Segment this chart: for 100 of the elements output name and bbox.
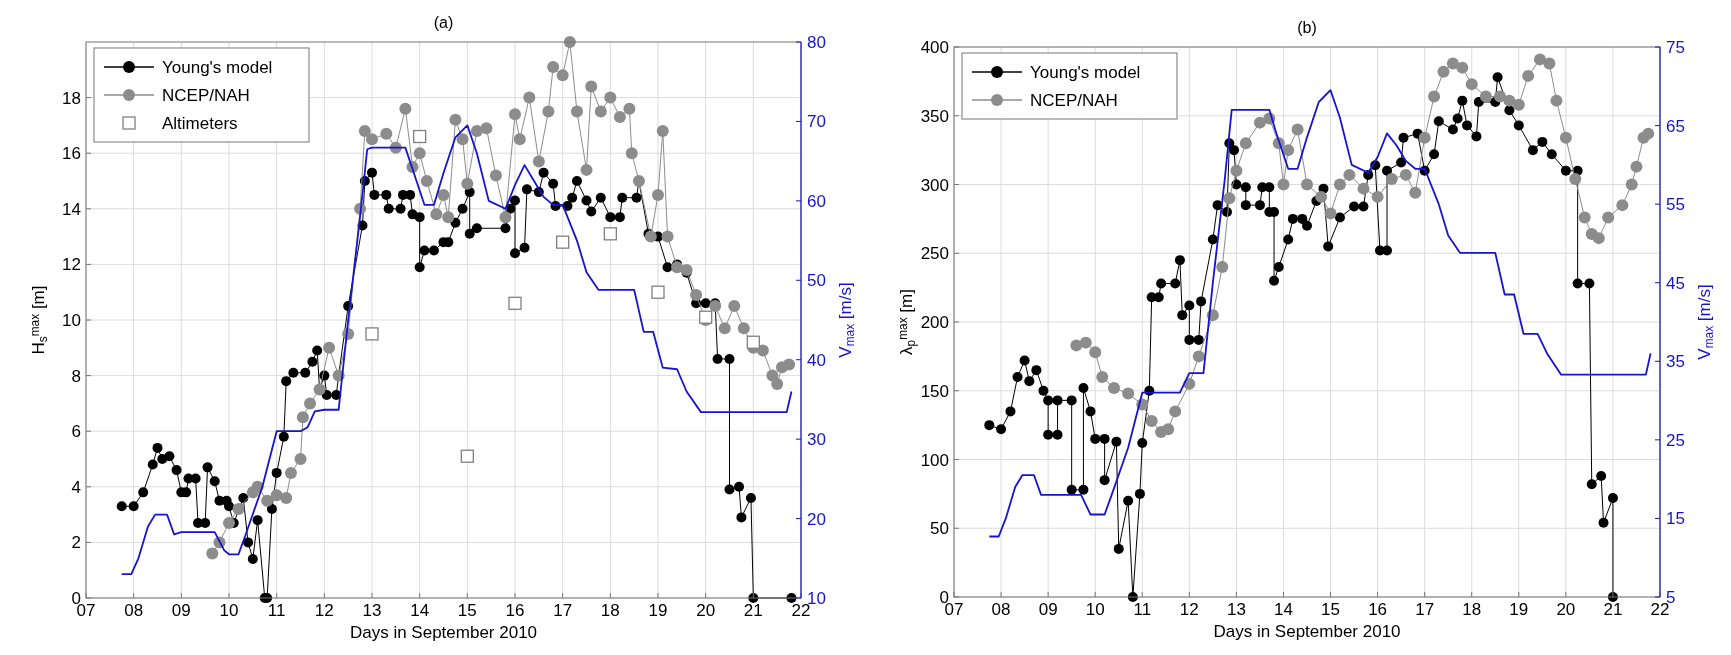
y2-tick-label: 65 — [1666, 116, 1685, 136]
point — [1301, 178, 1313, 191]
x-tick-label: 09 — [171, 601, 191, 620]
point — [1122, 387, 1135, 400]
x-tick-label: 15 — [457, 601, 477, 620]
point — [1192, 350, 1205, 363]
x-tick-label: 16 — [1368, 600, 1388, 619]
legend-label: Young's model — [162, 58, 273, 77]
x-tick-label: 20 — [1556, 600, 1576, 619]
y2-tick-label: 15 — [1666, 509, 1685, 529]
y-tick-label: 100 — [920, 450, 949, 470]
point — [1456, 61, 1469, 74]
point — [1108, 382, 1121, 394]
point — [1282, 144, 1295, 157]
y2-tick-label: 50 — [807, 271, 826, 291]
y-tick-label: 350 — [920, 106, 949, 126]
y-tick-label: 150 — [920, 381, 949, 401]
point — [1315, 190, 1328, 203]
y2-tick-label: 70 — [807, 112, 826, 132]
legend-label: Young's model — [1030, 63, 1141, 82]
x-tick-label: 17 — [1415, 600, 1435, 619]
y-tick-label: 300 — [920, 175, 949, 195]
x-tick-label: 18 — [1462, 600, 1482, 619]
point — [1371, 190, 1384, 203]
point — [1216, 261, 1229, 273]
y-tick-label: 250 — [920, 244, 949, 264]
legend-label: NCEP/NAH — [1030, 91, 1118, 110]
x-axis-title: Days in September 2010 — [1213, 622, 1401, 641]
y-tick-label: 2 — [71, 533, 81, 553]
y-tick-label: 400 — [920, 38, 949, 57]
point — [1079, 336, 1092, 349]
y2-tick-label: 20 — [807, 509, 826, 529]
x-tick-label: 08 — [124, 601, 144, 620]
point — [1465, 78, 1478, 91]
x-tick-label: 10 — [219, 601, 239, 620]
x-tick-label: 12 — [314, 601, 334, 620]
x-axis-title: Days in September 2010 — [349, 623, 538, 642]
point — [1333, 178, 1346, 191]
legend-label: NCEP/NAH — [162, 86, 250, 105]
x-tick-label: 13 — [362, 601, 382, 620]
y-tick-label: 8 — [71, 366, 81, 386]
point — [603, 227, 617, 241]
y-tick-label: 18 — [62, 88, 81, 108]
point — [1223, 192, 1236, 205]
point — [1559, 131, 1572, 144]
x-tick-label: 17 — [553, 601, 573, 620]
y2-tick-label: 40 — [807, 350, 826, 370]
point — [508, 296, 522, 310]
point — [1230, 164, 1243, 177]
point — [1592, 232, 1605, 245]
point — [1385, 173, 1398, 185]
y2-tick-label: 25 — [1666, 430, 1685, 450]
x-tick-label: 18 — [600, 601, 620, 620]
x-tick-label: 10 — [1085, 600, 1105, 619]
point — [1642, 127, 1655, 140]
y-tick-label: 50 — [930, 519, 949, 539]
point — [1169, 405, 1182, 418]
point — [1533, 53, 1546, 66]
point — [1503, 94, 1516, 107]
x-tick-label: 09 — [1038, 600, 1058, 619]
chart-title: (a) — [433, 14, 454, 31]
point — [1437, 65, 1450, 78]
point — [1089, 346, 1102, 359]
point — [1096, 371, 1109, 383]
point — [365, 327, 379, 341]
x-tick-label: 11 — [267, 601, 286, 620]
point — [1630, 160, 1643, 173]
point — [1409, 186, 1422, 199]
x-tick-label: 08 — [991, 600, 1011, 619]
point — [1357, 182, 1370, 195]
point — [1277, 178, 1290, 191]
y-tick-label: 10 — [62, 311, 81, 330]
point — [556, 235, 570, 249]
point — [699, 310, 713, 324]
y2-tick-label: 60 — [807, 191, 826, 211]
point — [1239, 137, 1252, 150]
y2-tick-label: 35 — [1666, 352, 1685, 372]
x-tick-label: 12 — [1179, 600, 1199, 619]
x-tick-label: 14 — [410, 601, 430, 620]
point — [1512, 98, 1525, 111]
legend-label: Altimeters — [162, 114, 238, 133]
point — [1446, 57, 1459, 70]
point — [1253, 116, 1266, 129]
point — [1145, 415, 1158, 427]
point — [1418, 131, 1431, 144]
point — [1569, 173, 1582, 185]
point — [1616, 199, 1629, 212]
y-tick-label: 200 — [920, 313, 949, 332]
x-tick-label: 19 — [1509, 600, 1529, 619]
point — [1602, 211, 1615, 224]
point — [1162, 423, 1175, 436]
x-tick-label: 11 — [1133, 600, 1152, 619]
point — [413, 129, 427, 144]
x-tick-label: 15 — [1321, 600, 1340, 619]
y2-tick-label: 55 — [1666, 195, 1685, 215]
y2-tick-label: 45 — [1666, 273, 1685, 293]
point — [1428, 90, 1441, 103]
y-tick-label: 4 — [71, 477, 81, 497]
y2-tick-label: 30 — [807, 430, 826, 450]
x-tick-label: 14 — [1274, 600, 1293, 619]
